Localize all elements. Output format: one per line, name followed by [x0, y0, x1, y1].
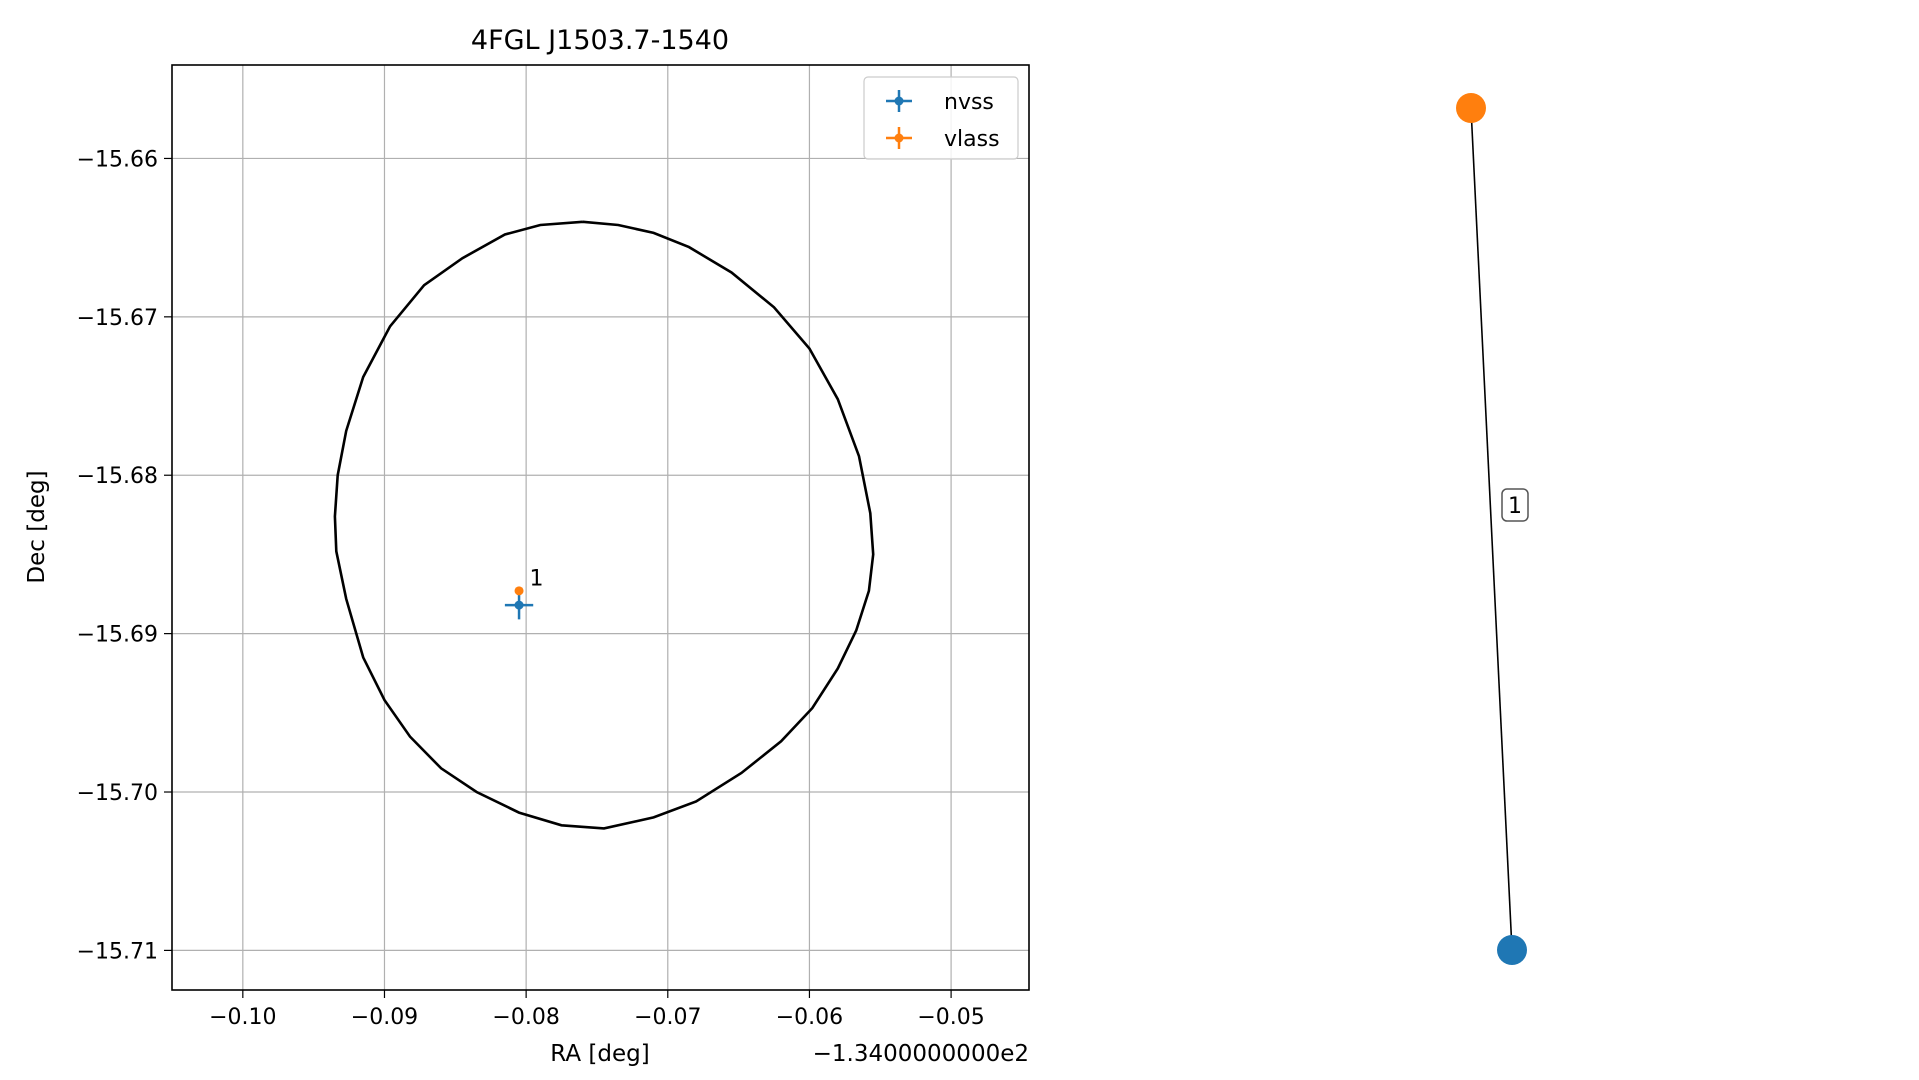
legend-label-vlass: vlass — [944, 127, 1000, 152]
grid-lines — [172, 65, 1029, 990]
x-offset-label: −1.3400000000e2 — [813, 1041, 1029, 1067]
chart-title: 4FGL J1503.7-1540 — [471, 25, 729, 56]
data-points: 1 — [504, 567, 544, 620]
y-tick-label: −15.68 — [77, 464, 158, 489]
x-tick-label: −0.06 — [776, 1005, 843, 1030]
x-tick-label: −0.10 — [209, 1005, 276, 1030]
x-ticks: −0.10 −0.09 −0.08 −0.07 −0.06 −0.05 — [209, 990, 985, 1030]
x-tick-label: −0.05 — [917, 1005, 984, 1030]
y-tick-label: −15.69 — [77, 623, 158, 648]
legend-dot-nvss — [894, 96, 904, 106]
scatter-panel: 1 −0.10 −0.09 −0.08 −0.07 −0.06 −0.05 −15.66−… — [24, 25, 1030, 1067]
y-ticks: −15.66 −15.67 −15.68 −15.69 −15.70 −15.71 — [77, 147, 172, 964]
y-tick-label: −15.66 — [77, 147, 158, 172]
vlass-point — [514, 586, 524, 596]
legend: nvss vlass — [863, 76, 1019, 160]
y-tick-label: −15.70 — [77, 781, 158, 806]
graph-node-nvss — [1497, 935, 1527, 965]
axes-frame — [171, 64, 1030, 991]
point-annotation: 1 — [530, 567, 544, 592]
graph-panel: 1 — [1456, 93, 1529, 965]
edge-label-box — [1501, 488, 1529, 522]
legend-dot-vlass — [894, 133, 904, 143]
x-axis-label: RA [deg] — [550, 1041, 649, 1067]
y-tick-label: −15.67 — [77, 306, 158, 331]
graph-node-vlass — [1456, 93, 1486, 123]
x-tick-label: −0.09 — [351, 1005, 418, 1030]
ellipse-path — [333, 220, 875, 830]
graph-edge — [1470, 107, 1513, 951]
edge-label: 1 — [1508, 494, 1522, 519]
legend-label-nvss: nvss — [944, 90, 994, 115]
x-tick-label: −0.07 — [634, 1005, 701, 1030]
nvss-point — [514, 600, 524, 610]
y-axis-label: Dec [deg] — [24, 470, 50, 583]
x-tick-label: −0.08 — [492, 1005, 559, 1030]
error-ellipse — [333, 220, 875, 830]
y-tick-label: −15.71 — [77, 939, 158, 964]
